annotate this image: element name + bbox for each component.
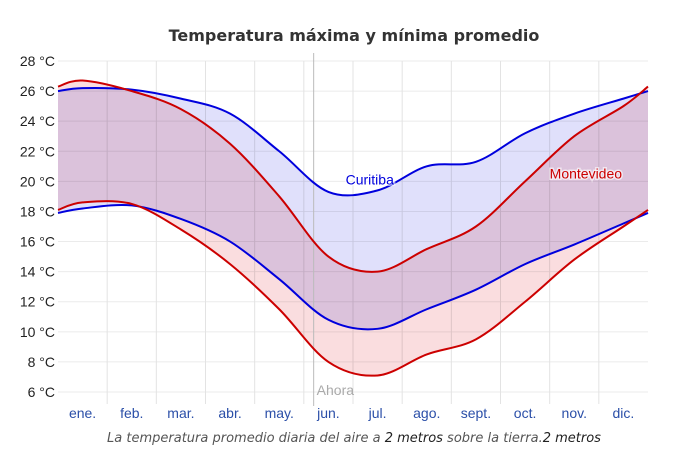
y-tick-label: 6 °C [28,384,55,400]
series-label-montevideo: Montevideo [550,165,623,181]
y-tick-label: 20 °C [20,173,55,189]
line-montevideo-min [57,200,649,377]
y-tick-label: 10 °C [20,324,55,340]
x-tick-label: nov. [562,405,587,421]
chart-title: Temperatura máxima y mínima promedio [168,26,540,45]
x-tick-label: dic. [613,405,635,421]
x-tick-label: feb. [120,405,143,421]
caption-part-2: sobre la tierra. [442,431,543,446]
chart-caption: La temperatura promedio diaria del aire … [0,431,678,446]
x-tick-label: ago. [413,405,440,421]
y-tick-label: 28 °C [20,53,55,69]
line-curitiba-max [57,86,649,197]
series-labels: Curitiba Montevideo [344,164,624,189]
x-tick-label: may. [265,405,294,421]
y-tick-label: 22 °C [20,143,55,159]
now-label: Ahora [317,382,355,398]
line-montevideo-max [57,79,649,273]
x-tick-label: abr. [218,405,241,421]
series-lines [57,79,649,377]
y-tick-label: 26 °C [20,83,55,99]
y-tick-label: 16 °C [20,234,55,250]
x-tick-label: ene. [69,405,96,421]
series-label-curitiba: Curitiba [346,171,394,187]
y-tick-label: 14 °C [20,264,55,280]
y-tick-label: 24 °C [20,113,55,129]
x-tick-label: sept. [461,405,491,421]
y-tick-label: 18 °C [20,203,55,219]
caption-height-2: 2 metros [542,431,601,446]
range-areas [58,80,648,376]
x-tick-label: jun. [316,405,340,421]
x-axis-ticks: ene. feb. mar. abr. may. jun. jul. ago. sept. oct… [69,405,634,421]
x-tick-label: jul. [368,405,387,421]
x-tick-label: mar. [167,405,194,421]
y-tick-label: 8 °C [28,354,55,370]
caption-height-1: 2 metros [384,431,443,446]
caption-part-1: La temperatura promedio diaria del aire … [107,431,385,446]
y-axis-ticks: 28 °C 26 °C 24 °C 22 °C 20 °C 18 °C 16 °C 14 °C… [20,53,55,400]
y-tick-label: 12 °C [20,294,55,310]
x-tick-label: oct. [514,405,537,421]
range-area-curitiba [58,87,648,330]
